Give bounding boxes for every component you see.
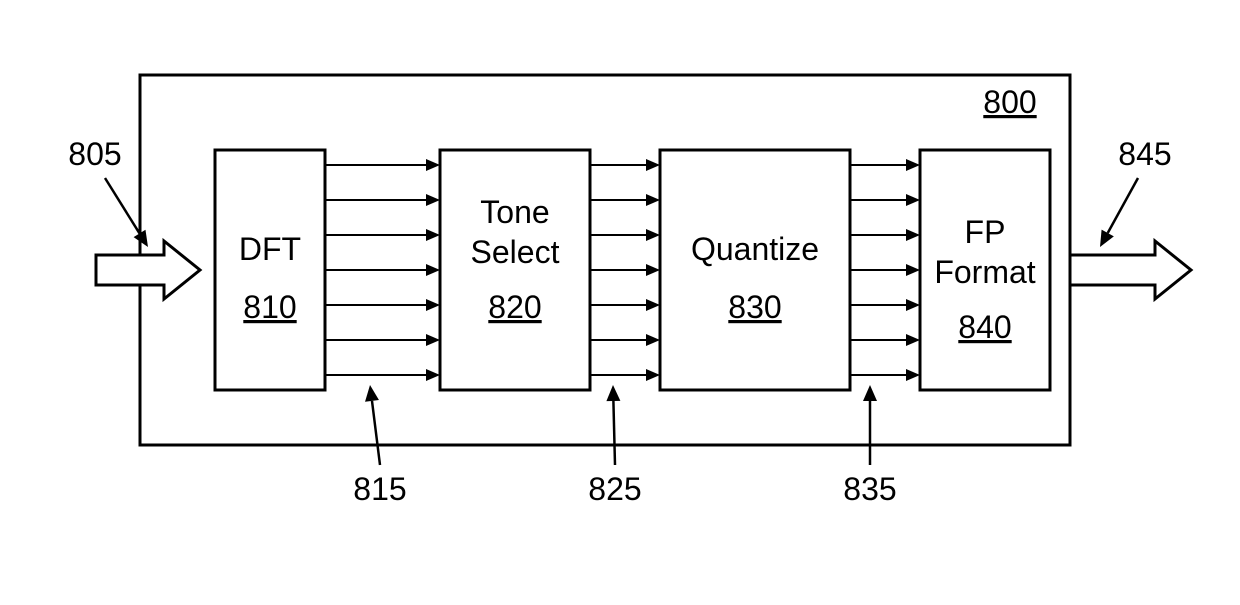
block-fpformat-ref: 840: [958, 309, 1011, 345]
block-fpformat-label-0: FP: [965, 214, 1006, 250]
ref-bus1-number: 815: [353, 471, 406, 507]
ref-output: 845: [1100, 136, 1172, 247]
outer-ref-label: 800: [983, 84, 1036, 120]
block-quantize-ref: 830: [728, 289, 781, 325]
ref-output-number: 845: [1118, 136, 1171, 172]
block-fpformat: FP Format 840: [920, 150, 1050, 390]
ref-input: 805: [68, 136, 148, 247]
block-dft-label-0: DFT: [239, 231, 301, 267]
ref-bus3-number: 835: [843, 471, 896, 507]
block-tonesel: Tone Select 820: [440, 150, 590, 390]
block-quantize: Quantize 830: [660, 150, 850, 390]
block-quantize-label-0: Quantize: [691, 231, 819, 267]
block-tonesel-label-0: Tone: [480, 194, 549, 230]
block-tonesel-label-1: Select: [471, 234, 560, 270]
block-dft: DFT 810: [215, 150, 325, 390]
block-tonesel-ref: 820: [488, 289, 541, 325]
block-fpformat-label-1: Format: [934, 254, 1035, 290]
ref-bus2-number: 825: [588, 471, 641, 507]
output-arrow: [1070, 241, 1191, 299]
block-dft-ref: 810: [243, 289, 296, 325]
ref-input-number: 805: [68, 136, 121, 172]
